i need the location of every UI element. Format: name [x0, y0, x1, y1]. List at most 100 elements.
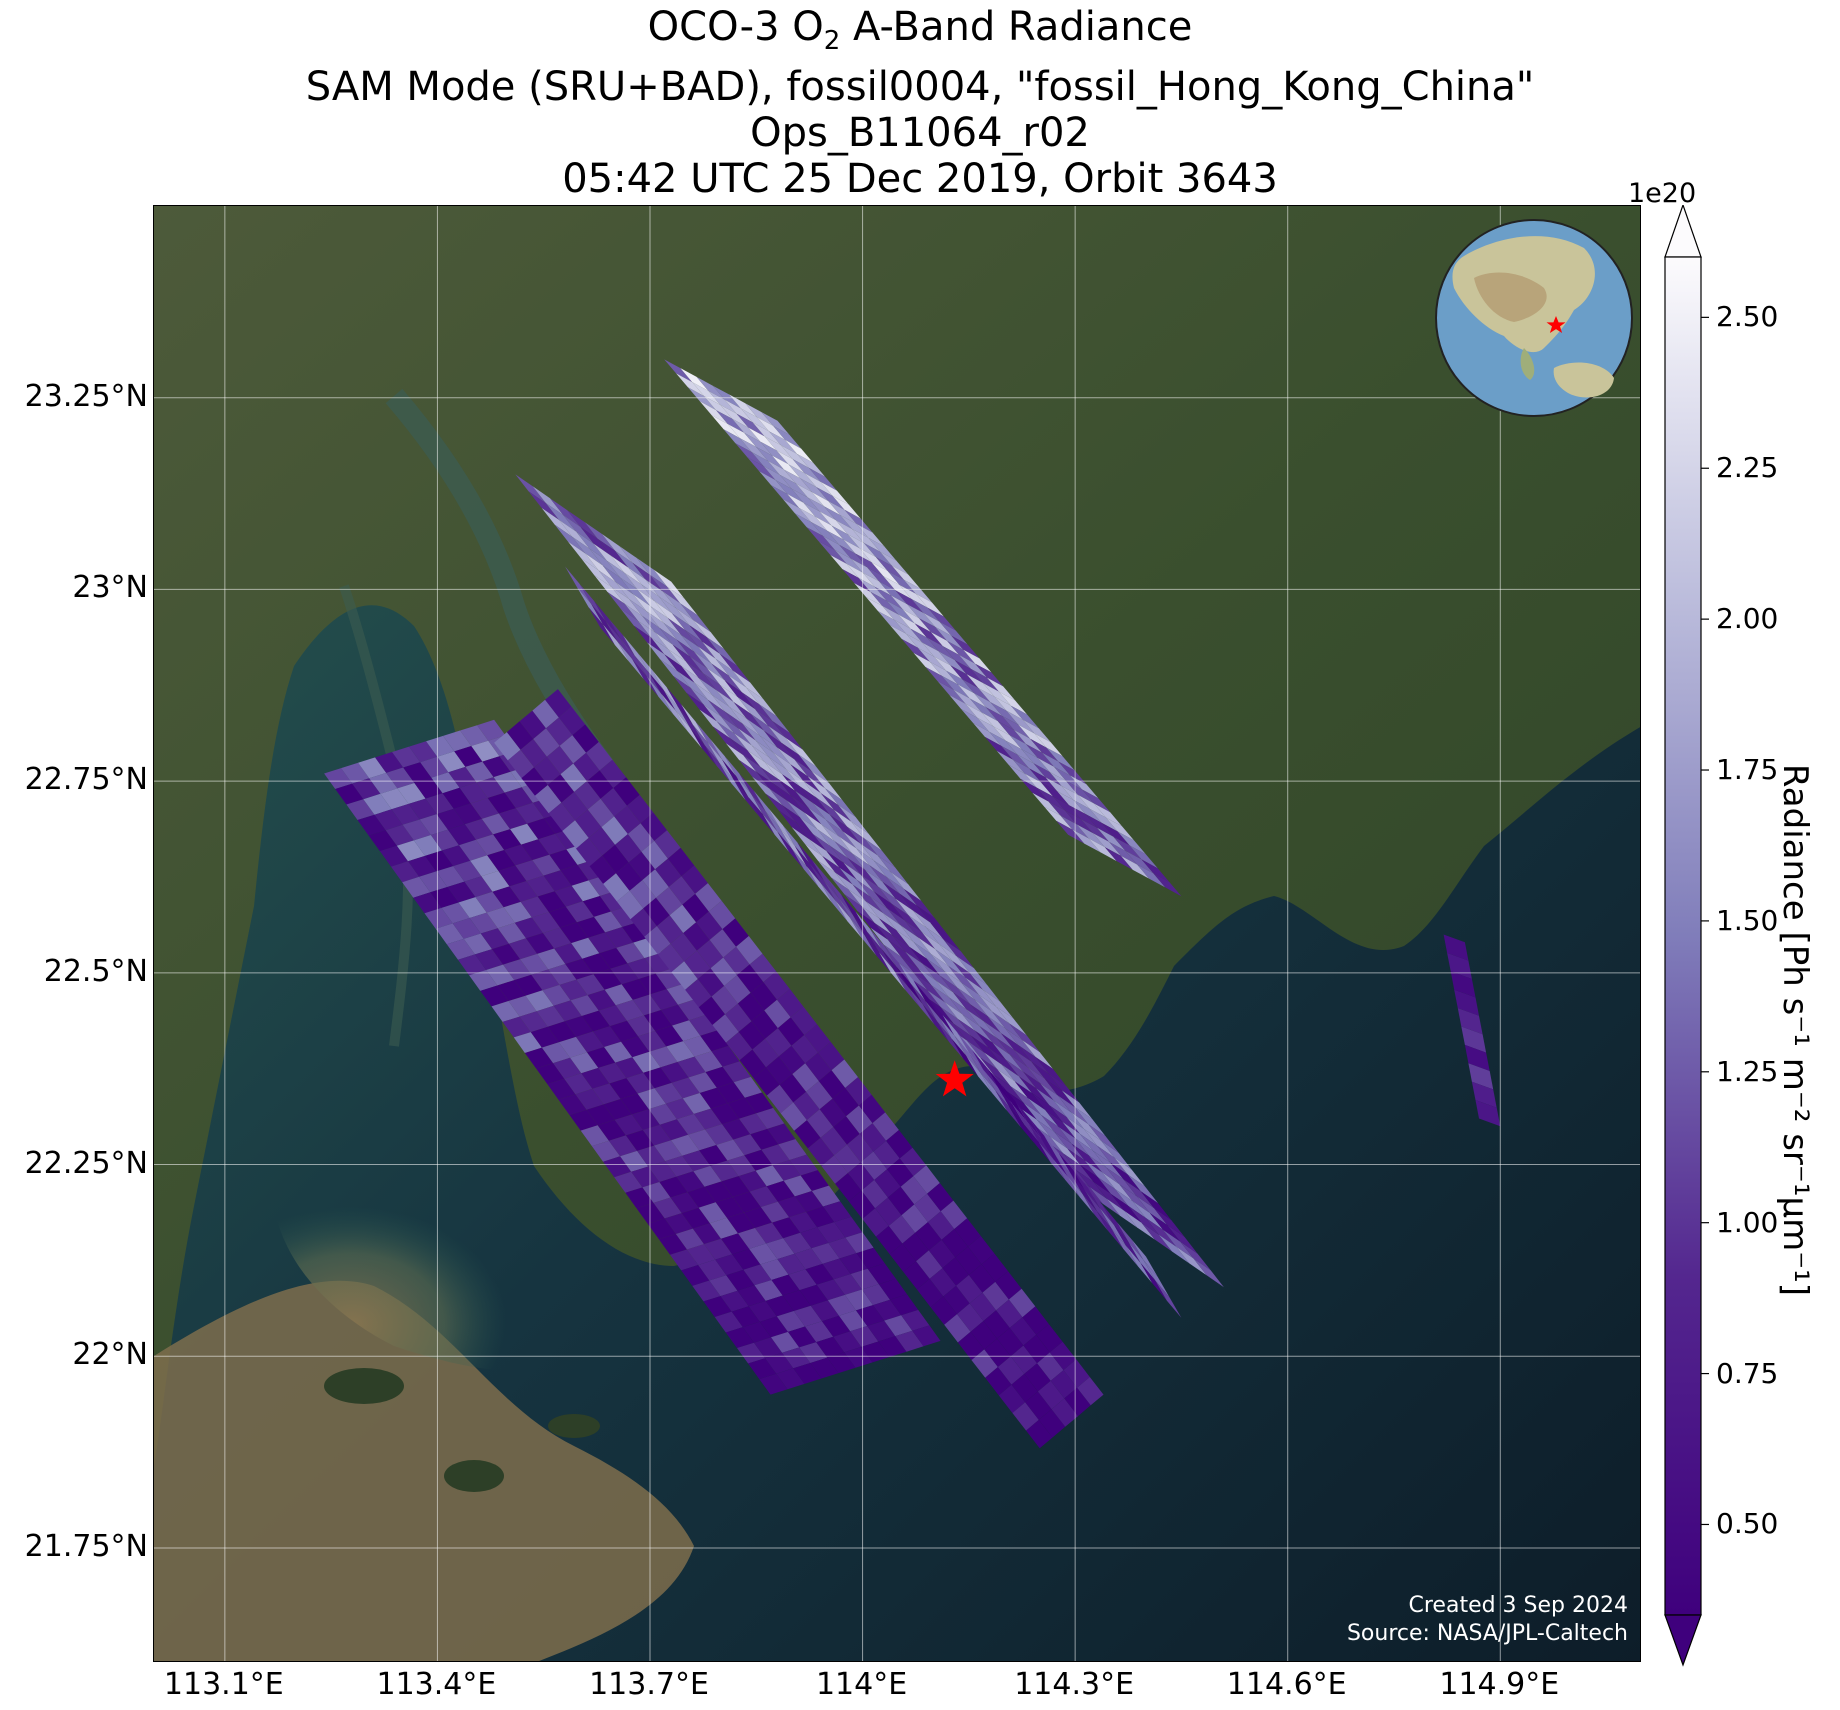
radiance-pixel: [752, 1038, 779, 1068]
radiance-pixel: [818, 860, 849, 890]
radiance-pixel: [828, 1237, 857, 1259]
radiance-pixel: [750, 1128, 779, 1150]
radiance-pixel: [846, 563, 875, 587]
radiance-pixel: [565, 958, 594, 980]
radiance-pixel: [591, 1140, 621, 1162]
radiance-pixel: [768, 431, 797, 454]
radiance-pixel: [962, 1014, 993, 1043]
radiance-pixel: [606, 560, 638, 590]
radiance-pixel: [794, 1191, 824, 1212]
radiance-pixel: [726, 1212, 755, 1234]
radiance-pixel: [732, 1191, 761, 1213]
radiance-pixel: [676, 373, 705, 397]
radiance-pixel: [807, 776, 839, 805]
radiance-pixel: [922, 1004, 949, 1042]
radiance-pixel: [951, 635, 980, 659]
radiance-pixel: [374, 809, 403, 831]
radiance-pixel: [644, 926, 671, 955]
radiance-pixel: [996, 1006, 1027, 1036]
radiance-pixel: [1038, 1409, 1066, 1438]
radiance-pixel: [682, 1150, 711, 1172]
radiance-pixel: [948, 997, 980, 1026]
radiance-pixel: [641, 584, 672, 614]
radiance-pixel: [671, 1077, 700, 1099]
radiance-pixel: [486, 907, 515, 929]
radiance-pixel: [638, 1030, 667, 1052]
radiance-pixel: [861, 1341, 890, 1363]
radiance-pixel: [1069, 805, 1098, 828]
radiance-pixel: [543, 870, 572, 892]
radiance-pixel: [941, 1229, 968, 1258]
radiance-pixel: [873, 1299, 902, 1321]
radiance-pixel: [1450, 971, 1476, 998]
radiance-pixel: [482, 756, 511, 778]
radiance-pixel: [1057, 791, 1086, 814]
radiance-pixel: [368, 830, 397, 852]
radiance-pixel: [783, 1175, 812, 1197]
radiance-pixel: [835, 520, 864, 543]
radiance-pixel: [985, 1367, 1012, 1396]
radiance-pixel: [744, 1149, 773, 1171]
title-line-2: SAM Mode (SRU+BAD), fossil0004, "fossil_…: [305, 64, 1535, 110]
radiance-pixel: [470, 798, 499, 819]
radiance-pixel: [772, 1217, 801, 1239]
radiance-pixel: [799, 1342, 828, 1363]
radiance-pixel: [670, 933, 697, 962]
radiance-pixel: [625, 1187, 654, 1209]
radiance-pixel: [821, 1155, 848, 1184]
radiance-pixel: [403, 762, 432, 783]
radiance-pixel: [532, 699, 559, 729]
radiance-pixel: [739, 1113, 768, 1135]
radiance-pixel: [768, 757, 800, 786]
radiance-pixel: [889, 625, 918, 648]
radiance-pixel: [352, 778, 381, 800]
radiance-pixel: [1023, 1103, 1055, 1132]
island: [324, 1368, 404, 1404]
radiance-pixel: [917, 905, 948, 935]
colorbar-tick-label: 1.25: [1716, 1054, 1779, 1088]
radiance-pixel: [772, 1160, 801, 1181]
radiance-pixel: [847, 534, 876, 557]
radiance-pixel: [587, 1047, 616, 1068]
radiance-pixel: [844, 894, 875, 924]
radiance-pixel: [671, 1134, 700, 1156]
radiance-pixel: [615, 1057, 644, 1079]
radiance-pixel: [879, 952, 906, 991]
radiance-pixel: [1104, 847, 1133, 870]
radiance-pixel: [850, 1268, 879, 1290]
radiance-pixel: [978, 994, 1010, 1024]
radiance-pixel: [716, 1082, 745, 1104]
radiance-pixel: [1072, 829, 1101, 853]
radiance-pixel: [806, 1206, 835, 1228]
radiance-pixel: [990, 702, 1019, 725]
radiance-pixel: [1020, 778, 1049, 802]
radiance-pixel: [792, 848, 819, 887]
radiance-pixel: [680, 634, 712, 664]
radiance-pixel: [831, 525, 860, 549]
map-canvas[interactable]: [154, 206, 1641, 1662]
radiance-pixel: [487, 850, 516, 871]
radiance-pixel: [822, 535, 851, 559]
radiance-pixel: [736, 413, 765, 437]
radiance-pixel: [685, 661, 717, 691]
radiance-pixel: [864, 838, 895, 868]
radiance-pixel: [677, 1056, 706, 1078]
radiance-pixel: [875, 1197, 902, 1226]
radiance-pixel: [616, 890, 644, 920]
radiance-pixel: [791, 795, 822, 825]
radiance-pixel: [470, 855, 499, 877]
radiance-pixel: [642, 1182, 671, 1203]
radiance-pixel: [649, 1046, 678, 1068]
map-panel[interactable]: [153, 205, 1641, 1662]
radiance-pixel: [586, 1104, 615, 1126]
radiance-pixel: [676, 1171, 705, 1193]
inset-globe: [1435, 219, 1633, 417]
radiance-pixel: [680, 603, 711, 633]
radiance-pixel: [597, 1119, 626, 1141]
radiance-pixel: [459, 782, 488, 804]
radiance-pixel: [942, 1257, 969, 1286]
radiance-pixel: [730, 738, 761, 767]
radiance-pixel: [1065, 780, 1094, 804]
radiance-pixel: [755, 1222, 784, 1244]
radiance-pixel: [1021, 749, 1050, 772]
